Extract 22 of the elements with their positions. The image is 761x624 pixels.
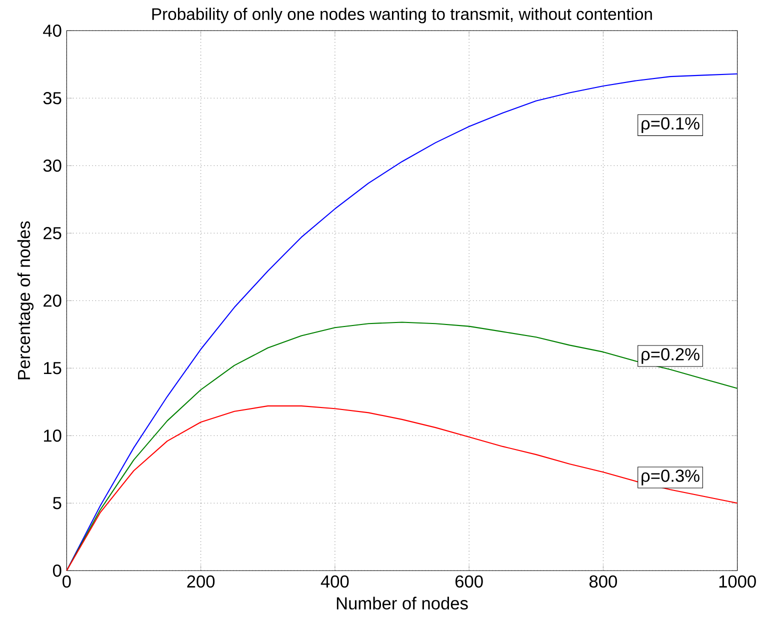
series-label: ρ=0.2% <box>642 348 700 364</box>
y-tick-label: 10 <box>44 430 62 442</box>
y-tick-label: 40 <box>43 24 62 37</box>
text: ρ=0.1% <box>642 117 700 134</box>
x-tick-label: 0 <box>62 575 71 588</box>
x-tick-label: 1000 <box>719 575 756 588</box>
x-tick-label: 600 <box>455 575 483 588</box>
x-axis-title: Number of nodes <box>336 596 468 610</box>
y-axis-title: Percentage of nodes <box>17 221 34 380</box>
y-tick-label: 20 <box>44 294 62 307</box>
y-tick-label: 15 <box>44 362 62 374</box>
y-tick-label: 35 <box>43 92 62 104</box>
y-tick-label: 5 <box>53 497 62 510</box>
line-series <box>66 405 738 572</box>
y-tick-label: 30 <box>43 160 62 172</box>
chart-title: Probability of only one nodes wanting to transmit, without contention <box>152 8 652 24</box>
x-tick-label: 800 <box>589 575 617 588</box>
series-label: ρ=0.3% <box>642 470 700 486</box>
x-tick-label: 400 <box>320 575 349 588</box>
x-tick-label: 200 <box>187 575 215 588</box>
y-tick-label: 25 <box>44 227 62 240</box>
y-tick-label: 0 <box>52 564 62 577</box>
